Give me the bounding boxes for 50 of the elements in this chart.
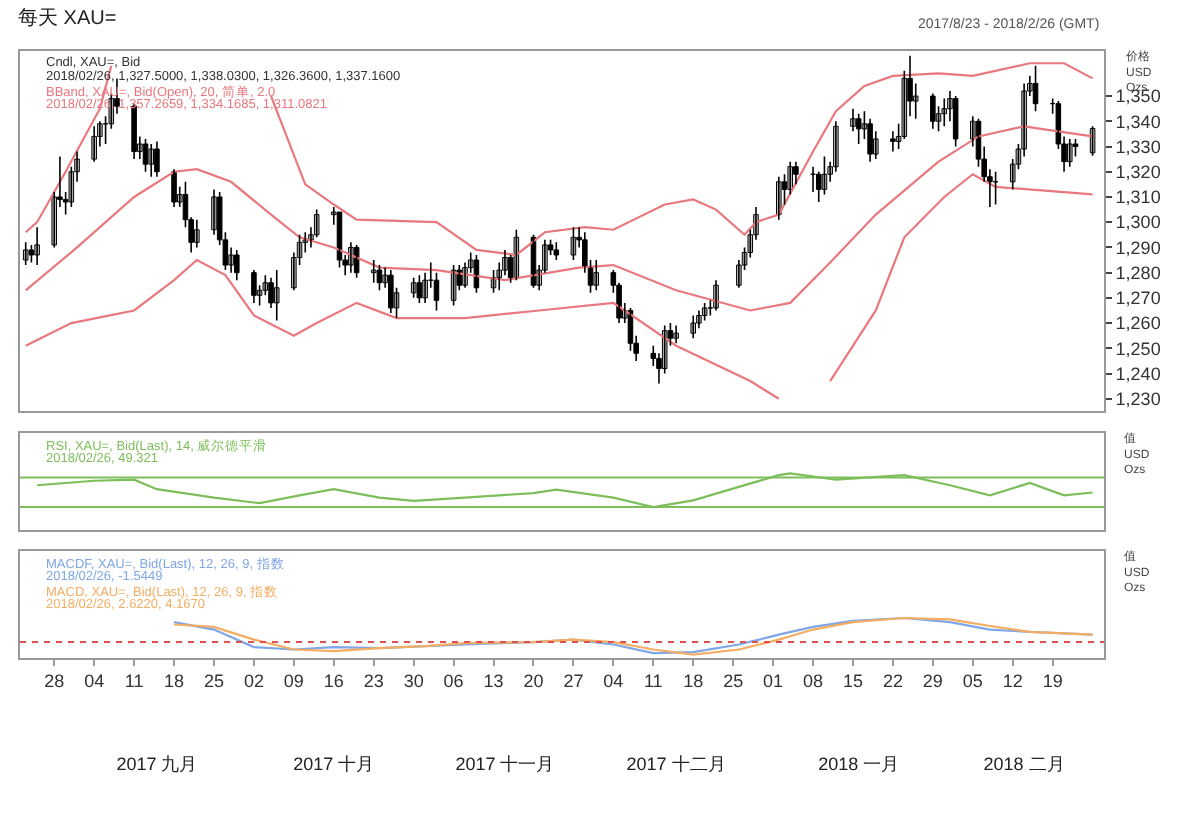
- x-tick-label: 29: [922, 671, 943, 692]
- chart-title: 每天 XAU=: [18, 6, 117, 30]
- x2-tick-label: 2017 十一月: [455, 754, 555, 774]
- y-tick-label: 1,260: [1115, 313, 1161, 334]
- y-tick-label: 1,290: [1115, 237, 1161, 258]
- x-tick-label: 23: [363, 671, 384, 692]
- x-tick-label: 09: [283, 671, 304, 692]
- x-tick-label: 05: [962, 671, 983, 692]
- x-tick-label: 30: [403, 671, 424, 692]
- x-tick-label: 20: [523, 671, 544, 692]
- x-tick-label: 28: [44, 671, 65, 692]
- x-tick-label: 04: [84, 671, 105, 692]
- x-tick-label: 27: [563, 671, 584, 692]
- y-tick-label: 1,240: [1115, 363, 1161, 384]
- y-tick-label: 1,230: [1115, 389, 1161, 410]
- y-tick-label: 1,250: [1115, 338, 1161, 359]
- x2-tick-label: 2017 九月: [116, 754, 198, 774]
- y-tick-label: 1,310: [1115, 187, 1161, 208]
- x2-tick-label: 2018 二月: [983, 754, 1065, 774]
- x-tick-label: 16: [323, 671, 344, 692]
- x-tick-label: 04: [603, 671, 624, 692]
- candlestick: [313, 208, 320, 239]
- x-tick-label: 11: [643, 671, 663, 692]
- y-tick-label: 1,270: [1115, 288, 1161, 309]
- x-tick-label: 01: [763, 671, 784, 692]
- x-tick-label: 13: [483, 671, 504, 692]
- x-tick-label: 12: [1002, 671, 1023, 692]
- y-tick-label: 1,320: [1115, 162, 1161, 183]
- x2-tick-label: 2017 十二月: [626, 754, 726, 774]
- x-tick-label: 18: [683, 671, 704, 692]
- x-tick-label: 06: [443, 671, 464, 692]
- x-tick-label: 18: [164, 671, 185, 692]
- y-tick-label: 1,340: [1115, 111, 1161, 132]
- x-tick-label: 25: [723, 671, 744, 692]
- x-tick-label: 08: [803, 671, 824, 692]
- candlestick: [376, 264, 383, 292]
- y-tick-label: 1,330: [1115, 136, 1161, 157]
- x2-tick-label: 2018 一月: [818, 754, 900, 774]
- candlestick: [416, 274, 423, 304]
- x-tick-label: 11: [124, 671, 144, 692]
- x-tick-label: 15: [842, 671, 863, 692]
- candlestick: [570, 226, 577, 261]
- x-tick-label: 02: [243, 671, 264, 692]
- x-tick-label: 22: [882, 671, 903, 692]
- candlestick: [952, 95, 959, 148]
- x-tick-label: 19: [1042, 671, 1063, 692]
- y-tick-label: 1,280: [1115, 262, 1161, 283]
- x2-tick-label: 2017 十月: [293, 754, 375, 774]
- y-tick-label: 1,300: [1115, 212, 1161, 233]
- x-tick-label: 25: [203, 671, 224, 692]
